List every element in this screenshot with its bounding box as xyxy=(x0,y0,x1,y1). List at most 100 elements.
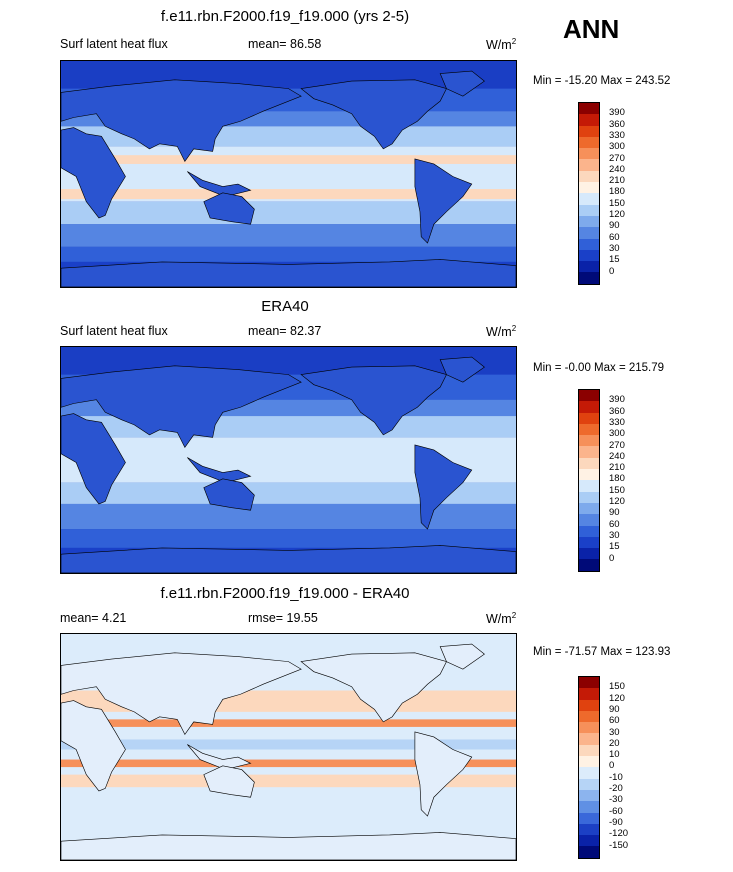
panel2-left-label: Surf latent heat flux xyxy=(60,324,168,338)
colorbar-segment xyxy=(579,238,599,250)
season-label: ANN xyxy=(563,14,620,44)
colorbar-tick-label: 0 xyxy=(609,760,615,772)
colorbar-tick-label: 210 xyxy=(609,462,625,474)
colorbar-tick-label: 330 xyxy=(609,129,625,141)
coastline xyxy=(61,413,126,505)
colorbar-tick-label: 0 xyxy=(609,552,615,564)
colorbar-segment xyxy=(579,435,599,447)
coastline xyxy=(203,478,255,511)
colorbar-segment xyxy=(579,114,599,126)
colorbar-segment xyxy=(579,159,599,171)
coastline xyxy=(187,457,252,483)
coastline xyxy=(439,70,485,97)
colorbar-segment xyxy=(579,215,599,228)
colorbar-segment xyxy=(579,480,599,492)
colorbar-tick-label: -60 xyxy=(609,805,623,817)
colorbar-tick-label: 30 xyxy=(609,726,620,738)
colorbar-tick-label: 120 xyxy=(609,209,625,220)
colorbar-tick-label: 180 xyxy=(609,186,625,198)
colorbar-segment xyxy=(579,469,599,481)
coastline xyxy=(414,444,473,530)
field-band xyxy=(61,155,516,164)
colorbar-tick-label: 20 xyxy=(609,737,620,749)
colorbar-segment xyxy=(579,559,599,571)
panel3-rmse-label: rmse= 19.55 xyxy=(248,611,318,625)
panel2-colorbar xyxy=(578,389,600,572)
colorbar-segment xyxy=(579,699,599,711)
colorbar-tick-label: 150 xyxy=(609,197,625,209)
panel1-left-label: Surf latent heat flux xyxy=(60,37,168,51)
panel2-minmax: Min = -0.00 Max = 215.79 xyxy=(533,362,665,374)
coastline xyxy=(414,158,473,244)
field-band xyxy=(61,774,516,788)
colorbar-tick-label: 30 xyxy=(609,529,620,541)
panel2-map xyxy=(60,346,517,574)
colorbar-segment xyxy=(579,823,599,836)
field-band xyxy=(61,482,516,504)
colorbar-tick-label: 60 xyxy=(609,231,620,243)
colorbar-segment xyxy=(579,722,599,734)
field-band xyxy=(61,189,516,200)
colorbar-segment xyxy=(579,390,599,402)
colorbar-tick-label: 30 xyxy=(609,242,620,254)
colorbar-tick-label: 390 xyxy=(609,394,625,406)
colorbar-tick-label: 360 xyxy=(609,405,625,417)
colorbar-segment xyxy=(579,423,599,436)
panel1-mean-label: mean= 86.58 xyxy=(248,37,322,51)
colorbar-tick-label: 150 xyxy=(609,681,625,693)
panel3-colorbar xyxy=(578,676,600,859)
colorbar-tick-label: 60 xyxy=(609,518,620,530)
colorbar-tick-label: 270 xyxy=(609,152,625,164)
colorbar-tick-label: 300 xyxy=(609,141,625,153)
colorbar-tick-label: 300 xyxy=(609,428,625,440)
colorbar-segment xyxy=(579,789,599,802)
panel3-mean-label: mean= 4.21 xyxy=(60,611,127,625)
coastline xyxy=(61,259,516,287)
panel3-title: f.e11.rbn.F2000.f19_f19.000 - ERA40 xyxy=(160,585,410,602)
colorbar-segment xyxy=(579,548,599,560)
colorbar-segment xyxy=(579,536,599,549)
colorbar-segment xyxy=(579,677,599,689)
colorbar-tick-label: 60 xyxy=(609,715,620,727)
colorbar-segment xyxy=(579,835,599,847)
panel3-units: W/m2 xyxy=(486,611,517,627)
colorbar-tick-label: 330 xyxy=(609,416,625,428)
panel1-title: f.e11.rbn.F2000.f19_f19.000 (yrs 2-5) xyxy=(160,8,410,25)
coastline xyxy=(187,171,252,197)
panel2-mean-label: mean= 82.37 xyxy=(248,324,322,338)
colorbar-segment xyxy=(579,148,599,160)
colorbar-tick-label: 240 xyxy=(609,163,625,175)
colorbar-segment xyxy=(579,801,599,813)
colorbar-segment xyxy=(579,261,599,273)
colorbar-tick-label: 0 xyxy=(609,265,615,277)
colorbar-tick-label: 270 xyxy=(609,439,625,451)
coastline xyxy=(61,545,516,573)
colorbar-tick-label: 390 xyxy=(609,107,625,119)
coastline xyxy=(300,79,447,150)
colorbar-segment xyxy=(579,412,599,424)
panel2-units: W/m2 xyxy=(486,324,517,340)
colorbar-segment xyxy=(579,688,599,700)
colorbar-segment xyxy=(579,525,599,537)
colorbar-segment xyxy=(579,136,599,149)
coastline xyxy=(300,652,447,723)
coastline xyxy=(300,365,447,436)
colorbar-tick-label: 90 xyxy=(609,220,620,232)
colorbar-segment xyxy=(579,733,599,745)
field-band xyxy=(61,503,516,530)
coastline xyxy=(61,652,302,736)
coastline xyxy=(61,365,302,449)
colorbar-segment xyxy=(579,710,599,723)
colorbar-segment xyxy=(579,249,599,262)
colorbar-segment xyxy=(579,778,599,790)
field-band xyxy=(61,759,516,768)
coastline xyxy=(203,765,255,798)
colorbar-tick-label: 10 xyxy=(609,749,620,761)
colorbar-tick-label: -120 xyxy=(609,828,629,840)
colorbar-segment xyxy=(579,103,599,115)
colorbar-tick-label: 180 xyxy=(609,473,625,485)
colorbar-tick-label: -20 xyxy=(609,783,623,794)
panel1-minmax: Min = -15.20 Max = 243.52 xyxy=(533,75,671,87)
field-band xyxy=(61,739,516,750)
colorbar-tick-label: 15 xyxy=(609,254,620,266)
